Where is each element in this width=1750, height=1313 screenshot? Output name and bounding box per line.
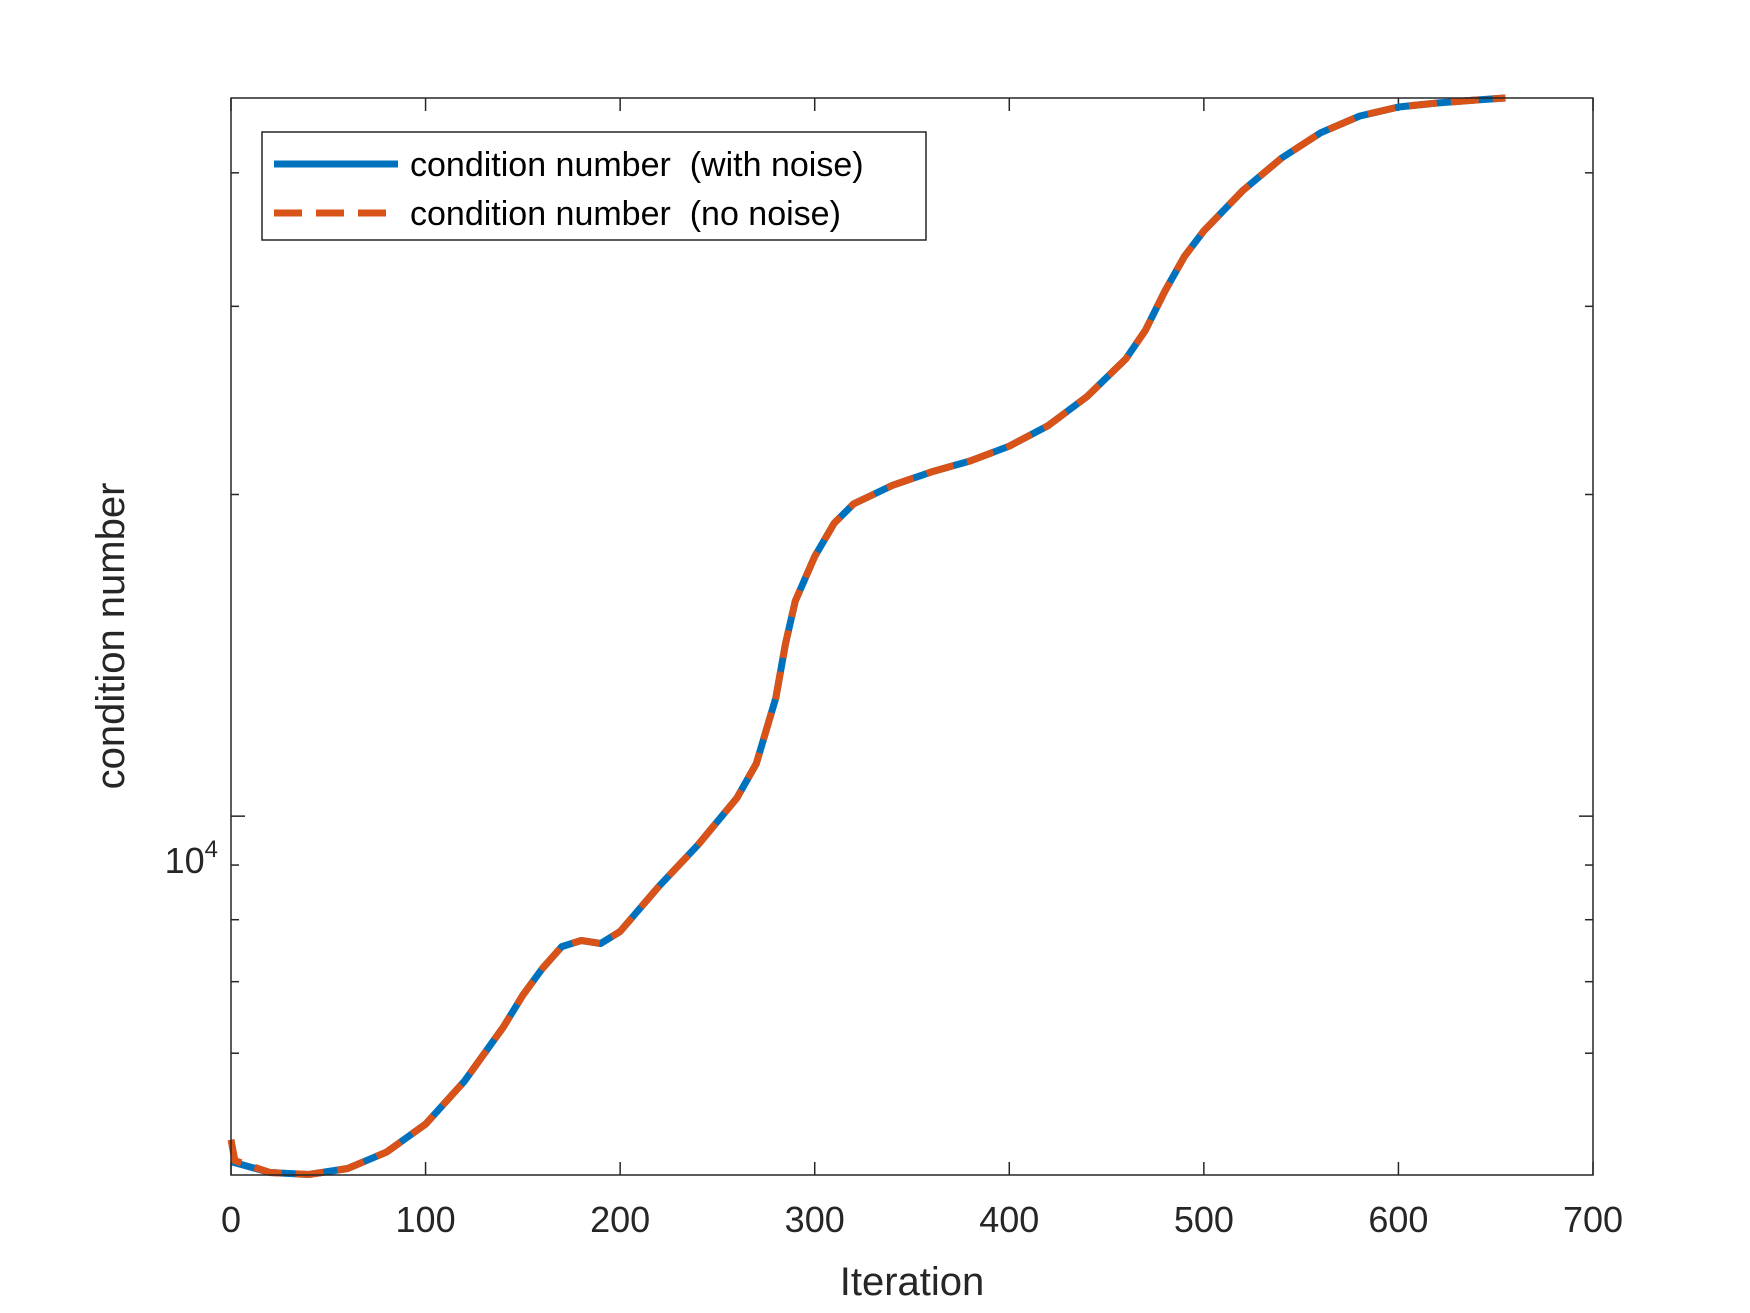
legend-box <box>261 131 927 241</box>
y-tick-label-exponent: 4 <box>205 836 218 863</box>
x-tick-label: 700 <box>1563 1199 1623 1240</box>
x-tick-label: 500 <box>1174 1199 1234 1240</box>
x-tick-label: 600 <box>1368 1199 1428 1240</box>
x-tick-label: 300 <box>785 1199 845 1240</box>
x-tick-label: 200 <box>590 1199 650 1240</box>
series-line-no-noise <box>227 94 1506 1178</box>
y-tick-label-10e4: 104 <box>165 836 218 881</box>
y-tick-label-base: 10 <box>165 840 205 881</box>
series-layer <box>227 94 1506 1178</box>
legend: condition number (with noise) condition … <box>261 131 927 241</box>
legend-label-with-noise: condition number (with noise) <box>410 146 864 184</box>
legend-label-no-noise: condition number (no noise) <box>410 195 841 233</box>
x-tick-label: 400 <box>979 1199 1039 1240</box>
x-tick-labels: 0 100 200 300 400 500 600 700 <box>221 1199 1623 1240</box>
x-tick-label: 0 <box>221 1199 241 1240</box>
x-axis-label: Iteration <box>840 1260 985 1304</box>
plot-area <box>231 98 1593 1175</box>
plot-frame <box>230 97 1594 1176</box>
y-axis-label: condition number <box>89 483 133 790</box>
x-tick-label: 100 <box>396 1199 456 1240</box>
